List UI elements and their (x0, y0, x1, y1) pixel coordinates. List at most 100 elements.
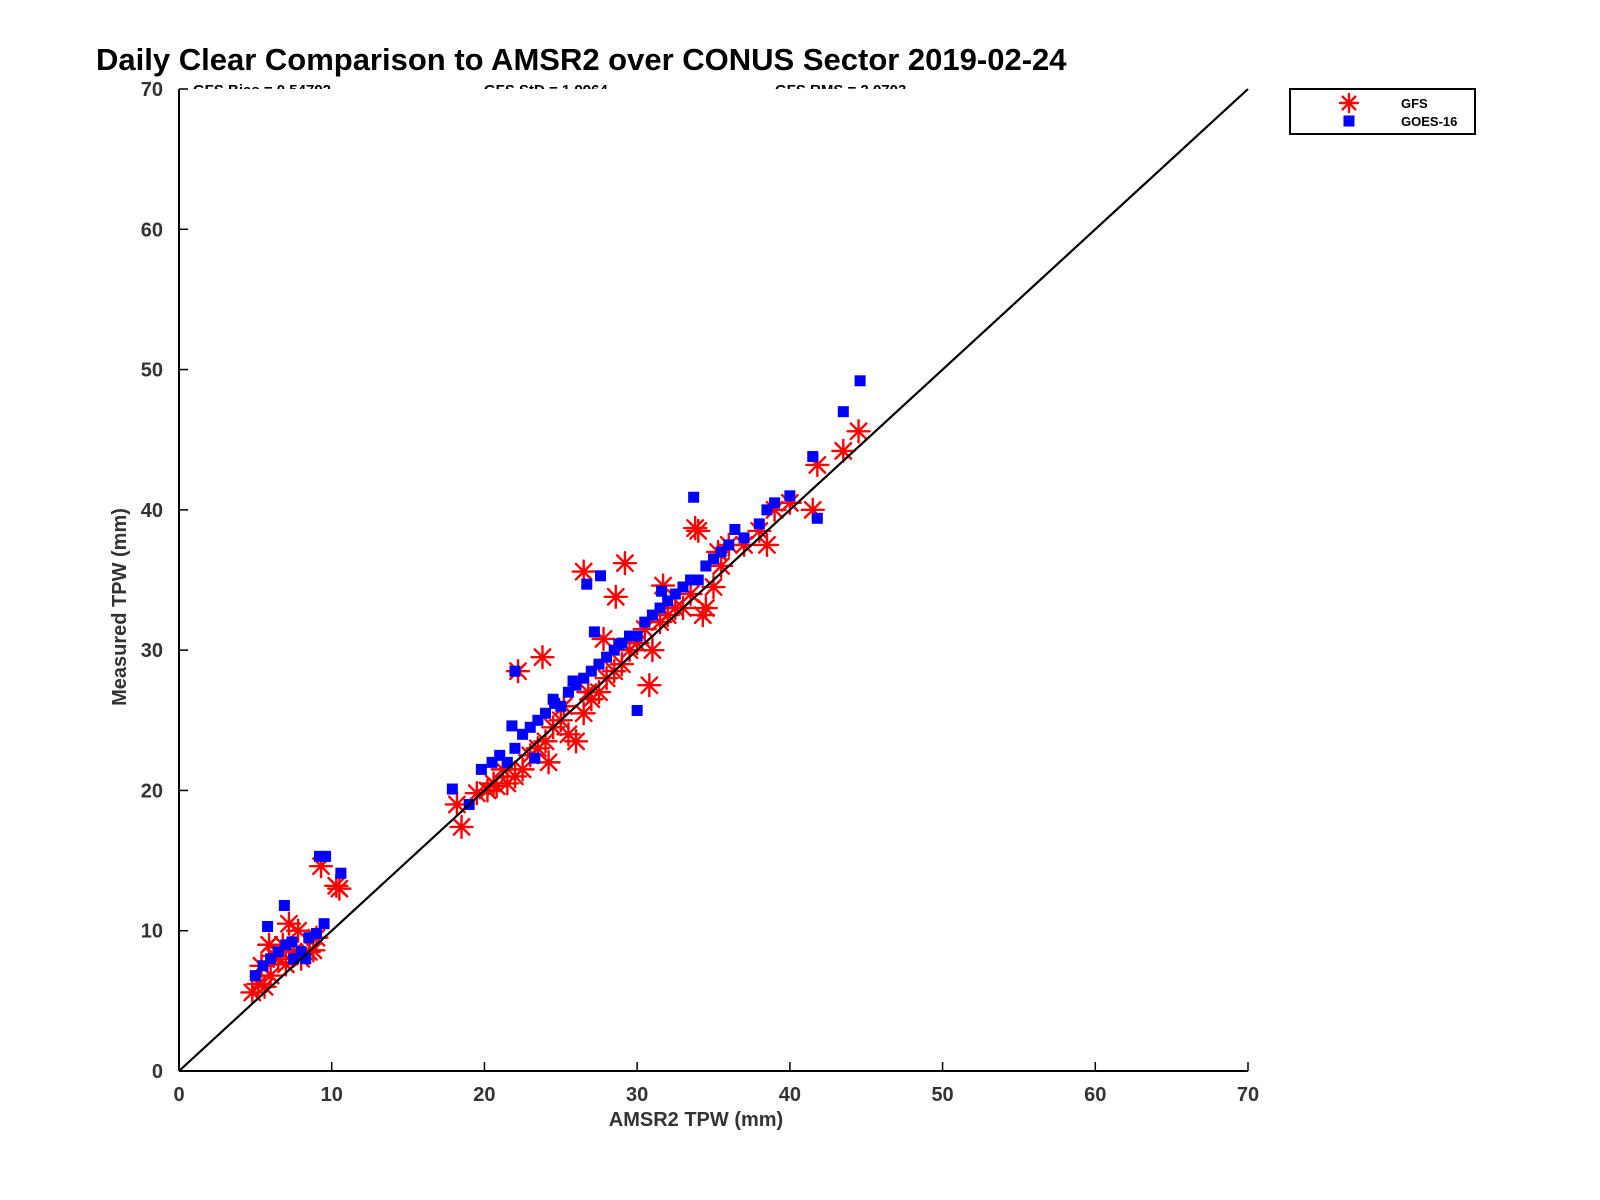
gfs-point (276, 911, 302, 936)
goes16-point (475, 763, 487, 775)
gfs-point (571, 559, 596, 584)
goes16-point (288, 953, 300, 965)
x-tick-label: 60 (1084, 1084, 1106, 1106)
goes16-point (854, 375, 866, 387)
goes16-point (578, 672, 590, 684)
goes16-point (265, 953, 277, 965)
goes16-point (524, 721, 536, 733)
series-goes-16 (249, 375, 866, 982)
goes16-point (272, 946, 284, 958)
goes16-point (837, 406, 849, 418)
plot-area: 0 10 20 30 40 50 60 70 0 10 20 30 40 50 60 70 (141, 79, 1259, 1106)
goes16-point (723, 539, 735, 551)
goes16-point (494, 749, 506, 761)
gfs-point (536, 750, 561, 775)
y-axis-ticks: 0 10 20 30 40 50 60 70 (141, 79, 188, 1083)
x-tick-label: 70 (1237, 1084, 1259, 1106)
y-tick-label: 20 (141, 780, 163, 802)
gfs-point (640, 637, 665, 663)
legend: GFS GOES-16 (1289, 88, 1476, 135)
x-tick-label: 40 (779, 1084, 801, 1106)
goes16-point (318, 918, 330, 930)
goes16-point (549, 697, 561, 709)
goes16-point (631, 704, 643, 716)
goes16-point (532, 714, 544, 726)
gfs-point (449, 814, 474, 840)
legend-label: GOES-16 (1401, 114, 1457, 129)
goes16-point (692, 574, 704, 586)
goes16-point (286, 936, 298, 948)
y-tick-label: 30 (141, 640, 163, 662)
goes16-point (257, 960, 269, 972)
y-tick-label: 70 (141, 79, 163, 101)
goes16-point (654, 602, 666, 614)
gfs-point (690, 602, 716, 628)
goes16-point (708, 553, 719, 565)
goes16-point (501, 756, 513, 768)
goes16-point (320, 850, 332, 862)
gfs-point (576, 680, 601, 705)
gfs-point (464, 781, 489, 806)
y-tick-label: 10 (141, 921, 163, 943)
goes16-point (594, 570, 606, 582)
x-tick-label: 50 (931, 1084, 953, 1106)
goes16-point (656, 585, 668, 597)
goes16-point (738, 532, 750, 544)
gfs-point (754, 532, 780, 558)
goes16-point (688, 491, 700, 503)
goes16-point (601, 651, 613, 663)
goes16-point (313, 850, 325, 862)
goes16-point (677, 581, 689, 593)
x-tick-label: 20 (473, 1084, 495, 1106)
goes16-point (509, 742, 521, 754)
goes16-point (807, 451, 819, 463)
y-tick-label: 40 (141, 500, 163, 522)
goes16-point (310, 928, 322, 940)
goes16-point (446, 783, 458, 795)
y-tick-label: 60 (141, 219, 163, 241)
y-axis-label: Measured TPW (mm) (109, 508, 131, 706)
goes16-point (506, 720, 518, 732)
goes16-point (581, 578, 593, 590)
gfs-point (530, 644, 555, 670)
goes16-point (769, 497, 781, 509)
goes16-point (639, 616, 651, 628)
goes16-point (529, 752, 541, 764)
goes16-point (300, 953, 312, 965)
gfs-point (327, 876, 352, 901)
gfs-point (637, 673, 662, 698)
x-axis-label: AMSR2 TPW (mm) (609, 1109, 783, 1131)
goes16-point (517, 728, 529, 740)
goes16-point (761, 504, 773, 516)
x-axis-ticks: 0 10 20 30 40 50 60 70 (173, 1062, 1259, 1106)
legend-goes16-marker (1343, 115, 1355, 127)
legend-gfs-marker (1338, 92, 1360, 114)
goes16-point (262, 921, 274, 933)
goes16-point (669, 588, 681, 600)
x-tick-label: 30 (626, 1084, 648, 1106)
goes16-point (624, 630, 636, 642)
goes16-point (784, 490, 796, 502)
x-tick-label: 0 (173, 1084, 184, 1106)
goes16-point (613, 639, 625, 651)
goes16-point (646, 609, 658, 621)
goes16-point (509, 665, 521, 677)
goes16-point (608, 644, 620, 656)
goes16-point (335, 867, 347, 879)
goes16-point (562, 686, 574, 698)
goes16-point (249, 970, 261, 982)
goes16-point (585, 665, 597, 677)
goes16-point (295, 946, 307, 958)
chart-title: Daily Clear Comparison to AMSR2 over CON… (96, 42, 1067, 77)
x-tick-label: 10 (321, 1084, 343, 1106)
gfs-point (603, 584, 628, 610)
identity-line (178, 88, 1249, 1072)
gfs-point (846, 419, 871, 444)
goes16-point (280, 939, 292, 951)
goes16-point (715, 546, 727, 558)
goes16-point (278, 899, 290, 911)
legend-label: GFS (1401, 96, 1428, 111)
legend-box (1289, 88, 1476, 135)
goes16-point (631, 630, 643, 642)
